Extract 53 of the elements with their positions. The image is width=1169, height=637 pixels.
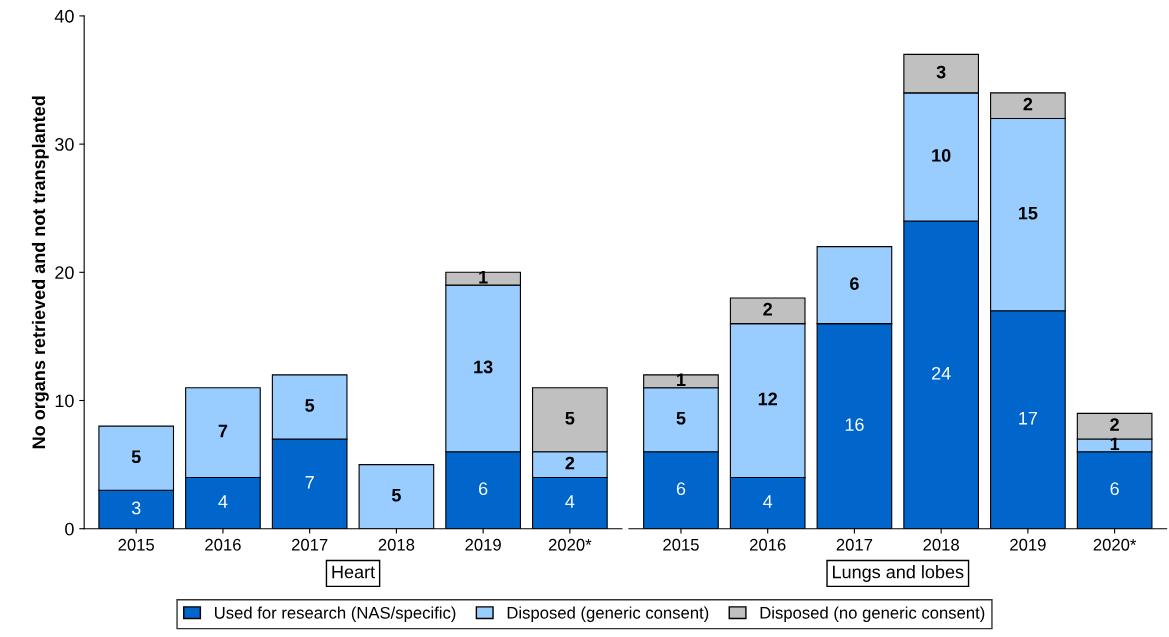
data-label: 2	[565, 456, 575, 470]
x-tick-label: 2015	[118, 538, 155, 551]
data-label: 17	[1019, 411, 1038, 425]
x-tick-label: 2016	[205, 538, 241, 551]
data-label: 3	[131, 501, 141, 515]
data-label: 2	[1023, 97, 1033, 111]
x-tick-label: 2018	[923, 538, 959, 551]
data-label: 24	[932, 366, 951, 380]
data-label: 5	[391, 488, 401, 502]
data-label: 1	[1110, 437, 1120, 451]
x-tick-label: 2015	[663, 538, 699, 551]
x-tick-label: 2019	[465, 538, 501, 551]
data-label: 6	[1110, 482, 1119, 496]
data-label: 5	[676, 411, 686, 425]
legend-label: Disposed (no generic consent)	[760, 606, 985, 622]
data-label: 2	[1110, 418, 1119, 431]
data-label: 1	[677, 373, 686, 386]
y-tick-label: 20	[55, 266, 74, 280]
data-label: 6	[850, 277, 859, 290]
data-label: 4	[763, 495, 773, 508]
x-tick-label: 2020*	[548, 538, 592, 551]
data-label: 5	[131, 450, 141, 464]
y-tick-label: 40	[54, 9, 74, 23]
data-label: 6	[676, 482, 686, 496]
y-tick-label: 0	[65, 522, 74, 536]
y-tick-label: 30	[55, 138, 74, 151]
data-label: 5	[565, 411, 575, 425]
data-label: 4	[218, 495, 228, 508]
x-tick-label: 2016	[750, 538, 786, 551]
data-label: 15	[1018, 206, 1038, 220]
data-label: 12	[758, 392, 778, 406]
data-label: 7	[218, 424, 228, 438]
x-tick-label: 2018	[378, 538, 415, 551]
data-label: 2	[763, 302, 772, 316]
data-label: 4	[565, 495, 575, 508]
x-tick-label: 2019	[1010, 538, 1046, 551]
x-tick-label: 2017	[291, 538, 328, 551]
data-label: 1	[479, 270, 488, 284]
data-label: 16	[845, 418, 864, 431]
data-label: 5	[305, 399, 315, 412]
data-label: 13	[474, 360, 493, 374]
x-axis-title: Lungs and lobes	[833, 565, 964, 582]
data-label: 3	[936, 65, 946, 79]
data-label: 6	[479, 482, 488, 496]
legend-label: Used for research (NAS/specific)	[215, 606, 456, 622]
y-axis-title: No organs retrieved and not transplanted	[31, 96, 49, 449]
x-tick-label: 2020*	[1093, 538, 1137, 551]
data-label: 10	[932, 149, 951, 162]
data-label: 7	[305, 476, 314, 489]
x-tick-label: 2017	[836, 538, 873, 551]
legend-label: Disposed (generic consent)	[507, 606, 709, 622]
y-tick-label: 10	[55, 394, 74, 408]
x-axis-title: Heart	[332, 565, 375, 579]
